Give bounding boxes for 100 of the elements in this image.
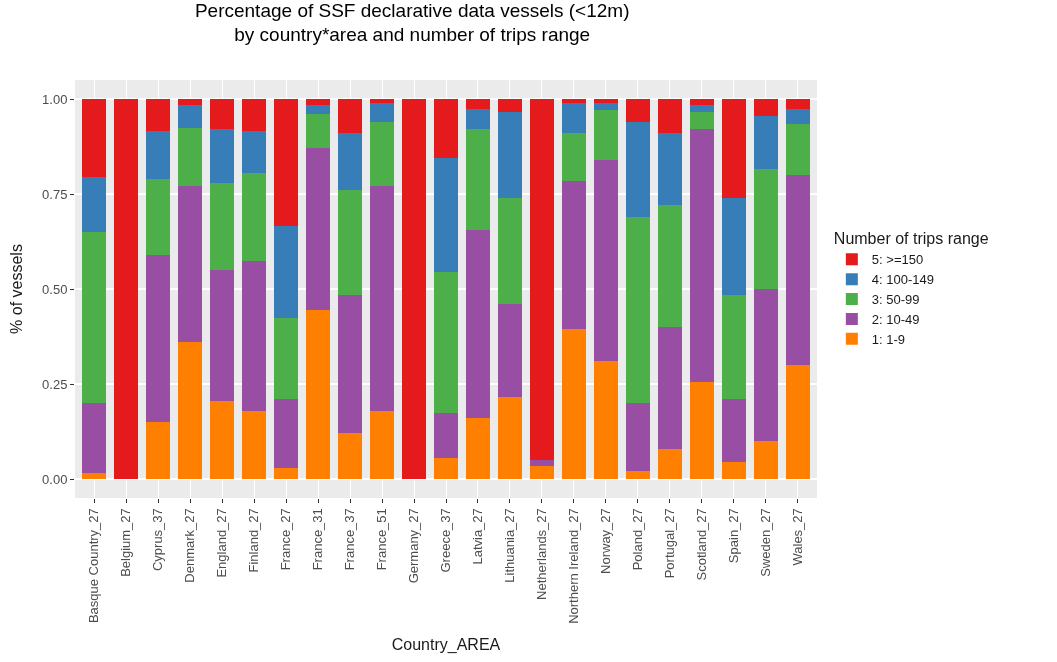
bar: [689, 129, 714, 383]
x-tick-label: England_27: [214, 508, 230, 578]
bar: [689, 382, 714, 479]
bar: [338, 99, 363, 134]
bar: [593, 99, 618, 103]
bar: [434, 157, 458, 272]
bar: [306, 104, 331, 115]
bar: [625, 121, 650, 217]
x-tick-label: France_31: [310, 508, 326, 571]
bar: [625, 403, 650, 472]
x-tick-label: Wales_27: [790, 508, 806, 566]
x-tick-label: Greece_37: [438, 508, 454, 573]
bar: [370, 121, 395, 187]
bar: [82, 403, 107, 474]
y-tick-label: 1.00: [42, 91, 68, 107]
bar: [370, 99, 395, 103]
bar: [178, 342, 203, 479]
legend-label: 4: 100-149: [871, 272, 935, 288]
bar: [529, 99, 554, 460]
legend-label: 5: >=150: [871, 252, 924, 268]
bar: [721, 197, 746, 295]
x-tick-label: Germany_27: [406, 508, 422, 584]
x-tick-label: Belgium_27: [118, 508, 134, 577]
bar: [721, 461, 746, 479]
bar: [753, 169, 778, 289]
bar: [689, 112, 714, 130]
bar: [434, 99, 458, 158]
bar: [306, 309, 331, 479]
bar: [242, 131, 267, 174]
x-tick-label: Cyprus_37: [150, 508, 166, 572]
bar: [210, 99, 235, 130]
bar: [561, 99, 586, 103]
x-tick-label: Sweden_27: [758, 508, 774, 577]
bar: [274, 317, 299, 400]
bar: [402, 99, 427, 479]
x-tick-label: Northern Ireland_27: [566, 508, 582, 624]
bar: [114, 99, 139, 479]
x-tick-label: Latvia_27: [470, 508, 486, 565]
bar: [561, 328, 586, 479]
bar: [465, 129, 490, 231]
x-tick-label: Poland_27: [630, 508, 646, 571]
bar: [338, 294, 363, 434]
bar: [434, 412, 458, 459]
bar: [242, 260, 267, 411]
bar: [721, 294, 746, 400]
bar: [465, 108, 490, 130]
bar: [625, 216, 650, 403]
bar: [561, 133, 586, 181]
bar: [561, 180, 586, 329]
bar: [338, 433, 363, 479]
x-tick-label: Denmark_27: [182, 508, 198, 583]
bar: [657, 205, 682, 327]
x-tick-label: Finland_27: [246, 508, 262, 573]
x-tick-label: Lithuania_27: [502, 508, 518, 583]
y-tick-label: 0.50: [42, 281, 68, 297]
bar: [465, 230, 490, 419]
bar: [370, 410, 395, 479]
y-tick-label: 0.00: [42, 471, 68, 487]
legend-label: 3: 50-99: [871, 292, 920, 308]
bar: [274, 226, 299, 318]
bar: [497, 304, 522, 398]
bar: [306, 148, 331, 310]
bar: [785, 108, 810, 124]
bar: [146, 254, 171, 422]
bar: [178, 127, 203, 187]
bar: [274, 399, 299, 468]
bar: [274, 99, 299, 227]
bar: [210, 270, 235, 402]
bar: [497, 99, 522, 113]
bar: [593, 102, 618, 111]
x-axis-title: Country_AREA: [391, 635, 501, 654]
x-tick-label: Basque Country_27: [86, 508, 102, 624]
bar: [625, 99, 650, 122]
bar: [689, 104, 714, 113]
bar: [721, 99, 746, 198]
bar: [82, 473, 107, 479]
bar: [146, 131, 171, 179]
bar: [210, 182, 235, 270]
bar: [753, 441, 778, 479]
bar: [593, 159, 618, 362]
y-tick-label: 0.75: [42, 186, 68, 202]
bar: [210, 401, 235, 479]
bar: [657, 133, 682, 206]
bar: [785, 123, 810, 175]
bar: [785, 365, 810, 479]
bar: [593, 110, 618, 160]
bar: [529, 465, 554, 479]
bar: [497, 197, 522, 305]
bar: [242, 99, 267, 132]
bar: [242, 173, 267, 261]
y-axis-title: % of vessels: [7, 244, 25, 334]
bar: [465, 418, 490, 479]
bar: [465, 99, 490, 109]
bar: [210, 129, 235, 183]
bar: [625, 471, 650, 479]
x-tick-label: Scotland_27: [694, 508, 710, 581]
x-tick-label: France_37: [342, 508, 358, 571]
bar: [561, 102, 586, 134]
legend-label: 1: 1-9: [871, 331, 906, 347]
x-tick-label: Portugal_27: [662, 508, 678, 579]
